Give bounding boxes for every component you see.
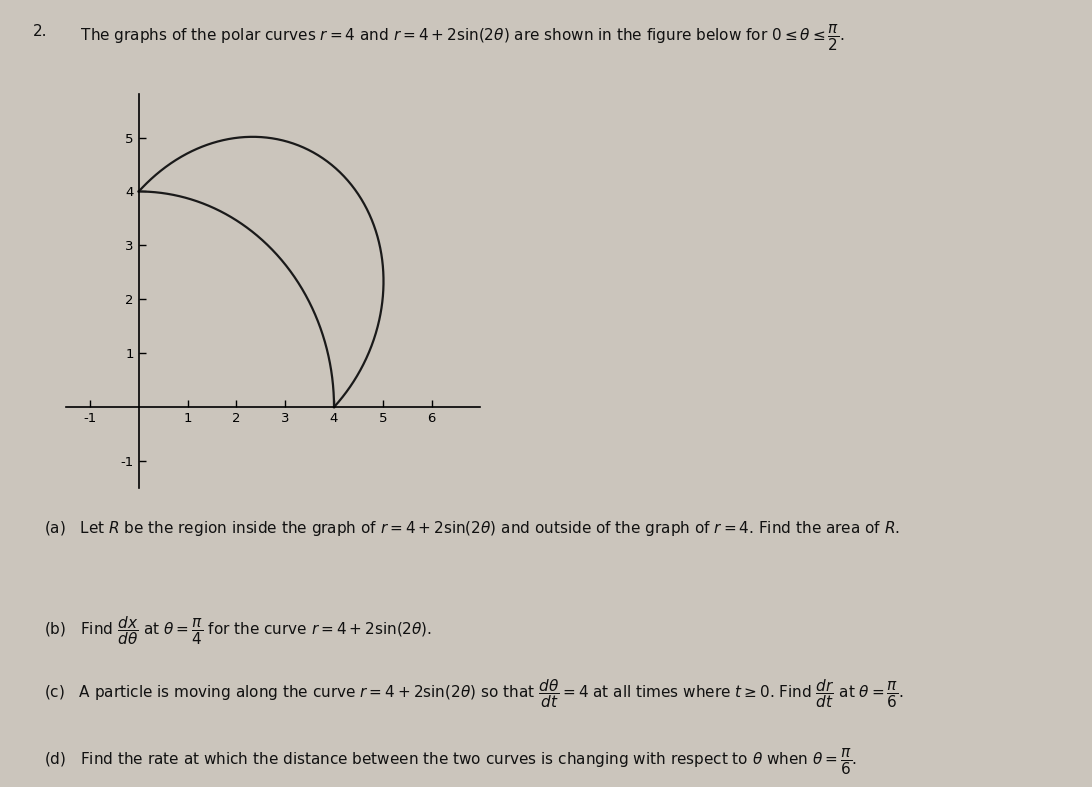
Text: (b)   Find $\dfrac{dx}{d\theta}$ at $\theta = \dfrac{\pi}{4}$ for the curve $r =: (b) Find $\dfrac{dx}{d\theta}$ at $\thet… (44, 614, 431, 647)
Text: (d)   Find the rate at which the distance between the two curves is changing wit: (d) Find the rate at which the distance … (44, 748, 857, 778)
Text: The graphs of the polar curves $r = 4$ and $r = 4 + 2\sin(2\theta)$ are shown in: The graphs of the polar curves $r = 4$ a… (71, 24, 845, 54)
Text: (c)   A particle is moving along the curve $r = 4 + 2\sin(2\theta)$ so that $\df: (c) A particle is moving along the curve… (44, 677, 903, 710)
Text: 2.: 2. (33, 24, 47, 39)
Text: (a)   Let $R$ be the region inside the graph of $r = 4 + 2\sin(2\theta)$ and out: (a) Let $R$ be the region inside the gra… (44, 519, 900, 538)
